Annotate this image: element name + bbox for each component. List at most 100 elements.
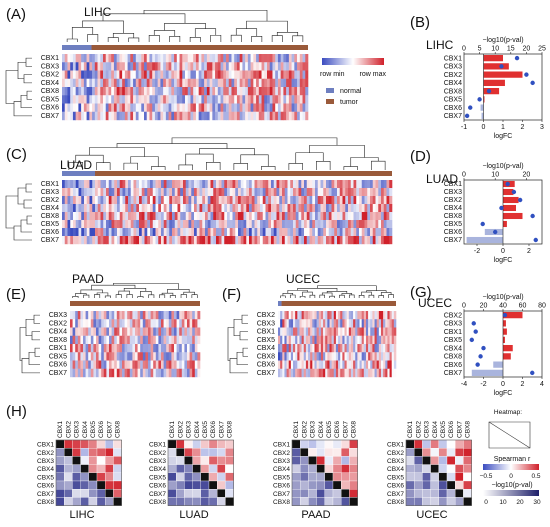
pval-tick: 30 [533, 499, 541, 506]
matrix-col-label: CBX5 [90, 421, 97, 438]
logfc-bar [503, 344, 513, 352]
matrix-row-label: CBX4 [37, 466, 54, 473]
tumor-group-bar [281, 301, 396, 306]
logfc-bar [483, 96, 485, 103]
row-label: CBX3 [41, 63, 59, 70]
tumor-group-bar [70, 301, 200, 306]
row-min-label: row min [320, 71, 345, 78]
row-label: CBX3 [49, 312, 67, 319]
normal-label: normal [340, 88, 362, 95]
panel-label-h: (H) [6, 403, 27, 420]
x2-tick-label: 10 [491, 46, 499, 53]
category-label: CBX1 [444, 181, 462, 188]
matrix-row-label: CBX1 [37, 442, 54, 449]
matrix-frame [55, 439, 122, 506]
category-label: CBX1 [444, 329, 462, 336]
logfc-bar [503, 212, 523, 220]
matrix-row-label: CBX1 [149, 442, 166, 449]
panel-title-paad: PAAD [72, 272, 104, 286]
matrix-row-label: CBX3 [149, 458, 166, 465]
matrix-col-label: CBX3 [74, 421, 81, 438]
matrix-col-label: CBX2 [301, 421, 308, 438]
x2-tick-label: 0 [462, 172, 466, 179]
matrix-col-label: CBX1 [169, 421, 176, 438]
row-label: CBX2 [41, 72, 59, 79]
matrix-col-label: CBX3 [186, 421, 193, 438]
pval-dot [517, 197, 523, 203]
panel-label-b: (B) [410, 14, 430, 31]
category-label: CBX8 [444, 354, 462, 361]
logfc-bar [483, 54, 503, 62]
pval-dot [475, 362, 480, 367]
category-label: CBX7 [444, 113, 462, 120]
logfc-bar [503, 336, 505, 344]
x-axis-label: logFC [494, 390, 513, 397]
matrix-row-label: CBX8 [37, 499, 54, 506]
panel-title-luad-bar: LUAD [426, 172, 459, 186]
matrix-col-label: CBX7 [218, 421, 225, 438]
matrix-row-label: CBX7 [149, 491, 166, 498]
row-label: CBX5 [41, 221, 59, 228]
panel-title-ucec-bar: UCEC [418, 296, 453, 310]
spearman-tick: 0.5 [531, 473, 540, 480]
x-tick-label: -2 [480, 381, 486, 388]
category-label: CBX1 [444, 55, 462, 62]
logfc-bar [503, 204, 516, 212]
x-tick-label: -1 [461, 124, 467, 131]
correlation-matrix-paad: CBX1CBX1CBX2CBX2CBX3CBX3CBX4CBX4CBX5CBX5… [273, 421, 358, 521]
x2-tick-label: 20 [523, 172, 531, 179]
matrix-col-label: CBX6 [448, 421, 455, 438]
matrix-title: LUAD [179, 509, 208, 521]
panel-label-f: (F) [222, 286, 242, 303]
row-label: CBX8 [257, 353, 275, 360]
column-dendrogram [68, 137, 386, 170]
category-label: CBX4 [444, 205, 462, 212]
row-label: CBX8 [41, 213, 59, 220]
matrix-col-label: CBX4 [318, 421, 325, 438]
logfc-bar [503, 188, 514, 196]
matrix-col-label: CBX7 [456, 421, 463, 438]
category-label: CBX3 [444, 189, 462, 196]
matrix-row-label: CBX8 [149, 499, 166, 506]
matrix-col-label: CBX3 [424, 421, 431, 438]
matrix-col-label: CBX5 [440, 421, 447, 438]
x2-tick-label: 10 [491, 172, 499, 179]
tumor-label: tumor [340, 99, 359, 106]
category-label: CBX8 [444, 88, 462, 95]
pval-tick: 0 [484, 499, 488, 506]
x2-tick-label: 5 [478, 46, 482, 53]
heatmap-cells [62, 54, 309, 121]
matrix-row-label: CBX8 [387, 499, 404, 506]
matrix-col-label: CBX8 [227, 421, 234, 438]
matrix-row-label: CBX6 [273, 483, 290, 490]
matrix-col-label: CBX6 [210, 421, 217, 438]
panel-title-lihc-bar: LIHC [426, 38, 454, 52]
matrix-row-label: CBX2 [37, 450, 54, 457]
x2-tick-label: 25 [538, 46, 546, 53]
pval-dot [502, 312, 508, 318]
spearman-label: Spearman r [494, 456, 531, 463]
x-axis-label: logFC [494, 133, 513, 140]
row-dendrogram [227, 314, 248, 374]
category-label: CBX7 [444, 370, 462, 377]
x2-tick-label: 60 [519, 303, 527, 310]
row-label: CBX5 [41, 96, 59, 103]
row-label: CBX8 [41, 88, 59, 95]
row-label: CBX3 [41, 189, 59, 196]
matrix-col-label: CBX4 [432, 421, 439, 438]
row-label: CBX5 [49, 353, 67, 360]
column-dendrogram [66, 9, 304, 42]
tumor-group-bar [91, 45, 309, 50]
pval-tick: 20 [516, 499, 524, 506]
pval-dot [505, 181, 510, 187]
row-label: CBX4 [49, 329, 67, 336]
matrix-row-label: CBX5 [387, 474, 404, 481]
x2-tick-label: 20 [523, 46, 531, 53]
pval-dot [478, 354, 483, 359]
matrix-row-label: CBX7 [37, 491, 54, 498]
matrix-col-label: CBX1 [293, 421, 300, 438]
matrix-col-label: CBX1 [57, 421, 64, 438]
matrix-col-label: CBX3 [310, 421, 317, 438]
x2-tick-label: 40 [499, 303, 507, 310]
